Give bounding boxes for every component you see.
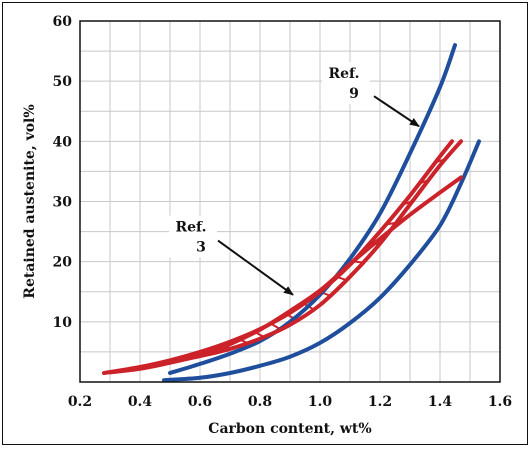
ref9-annotation: Ref. 9 xyxy=(322,62,420,128)
annotations: Ref. 9 Ref. 3 xyxy=(169,62,420,296)
annotation-background xyxy=(322,62,370,105)
x-ticks: 0.2 0.4 0.6 0.8 1.0 1.2 1.4 1.6 xyxy=(68,394,512,410)
annotation-arrow xyxy=(373,95,420,128)
curves xyxy=(102,43,481,383)
y-tick-label: 50 xyxy=(53,74,73,90)
plot-area xyxy=(79,20,501,383)
annotation-text: Ref. xyxy=(329,66,360,82)
annotation-text: 9 xyxy=(349,86,359,102)
x-tick-label: 1.2 xyxy=(368,394,392,410)
y-axis-label: Retained austenite, vol% xyxy=(22,104,38,298)
x-tick-label: 0.2 xyxy=(68,394,92,410)
red-curve xyxy=(168,139,463,365)
annotation-background xyxy=(169,215,217,258)
x-axis-label: Carbon content, wt% xyxy=(208,421,371,437)
x-tick-label: 1.4 xyxy=(428,394,453,410)
x-tick-label: 0.6 xyxy=(188,394,212,410)
y-tick-label: 20 xyxy=(53,255,73,271)
y-tick-label: 30 xyxy=(53,195,73,211)
y-ticks: 10 20 30 40 50 60 xyxy=(53,14,73,331)
blue-curve xyxy=(162,139,481,383)
y-tick-label: 40 xyxy=(53,134,73,150)
y-tick-label: 60 xyxy=(53,14,73,30)
grid-lines xyxy=(80,21,500,382)
annotation-arrow xyxy=(217,239,294,296)
x-tick-label: 0.4 xyxy=(128,394,153,410)
x-tick-label: 0.8 xyxy=(248,394,272,410)
x-tick-label: 1.0 xyxy=(308,394,333,410)
annotation-text: 3 xyxy=(196,240,206,256)
blue-curve xyxy=(168,43,457,375)
x-tick-label: 1.6 xyxy=(488,394,512,410)
ref3-annotation: Ref. 3 xyxy=(169,215,294,296)
hatch-band xyxy=(187,158,446,358)
y-tick-label: 10 xyxy=(53,315,73,331)
annotation-text: Ref. xyxy=(176,220,207,236)
